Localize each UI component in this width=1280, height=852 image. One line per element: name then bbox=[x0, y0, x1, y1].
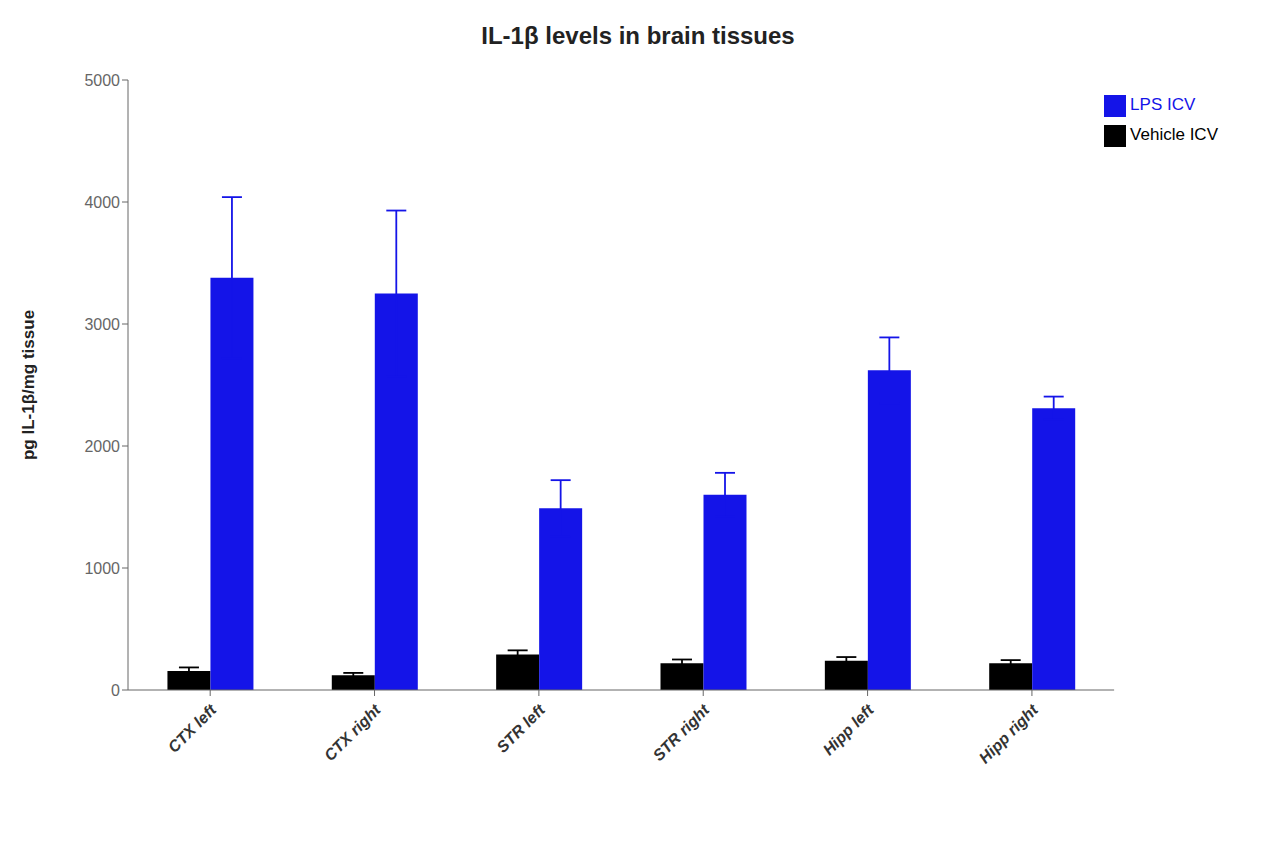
svg-text:5000: 5000 bbox=[84, 72, 120, 89]
svg-text:3000: 3000 bbox=[84, 316, 120, 333]
svg-text:STR left: STR left bbox=[493, 701, 548, 756]
html-text:IL-1β levels in brain tissues: IL-1β levels in brain tissues bbox=[481, 22, 795, 49]
svg-text:STR right: STR right bbox=[649, 701, 712, 764]
svg-text:pg IL-1β/mg tissue: pg IL-1β/mg tissue bbox=[19, 310, 38, 460]
svg-text:2000: 2000 bbox=[84, 438, 120, 455]
svg-text:Hipp left: Hipp left bbox=[819, 701, 877, 759]
svg-text:0: 0 bbox=[111, 682, 120, 699]
svg-text:Hipp right: Hipp right bbox=[976, 701, 1042, 767]
html-text:LPS ICV: LPS ICV bbox=[1130, 95, 1196, 114]
svg-text:CTX left: CTX left bbox=[165, 701, 220, 756]
html-text:Vehicle ICV: Vehicle ICV bbox=[1130, 125, 1218, 144]
svg-text:1000: 1000 bbox=[84, 560, 120, 577]
svg-text:4000: 4000 bbox=[84, 194, 120, 211]
svg-text:CTX right: CTX right bbox=[321, 701, 384, 764]
